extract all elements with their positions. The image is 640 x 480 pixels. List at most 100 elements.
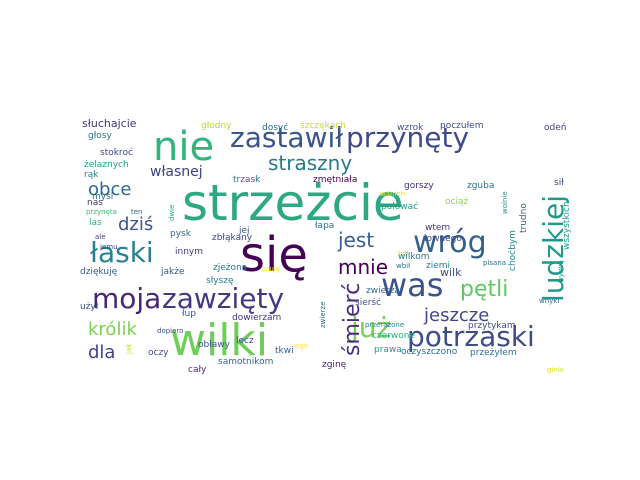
word-56: łownego [424, 234, 462, 244]
word-66: jakże [160, 267, 185, 277]
word-1: strzeżcie [182, 174, 404, 232]
word-33: głosy [88, 131, 112, 141]
word-47: nas [87, 198, 103, 208]
word-41: zguba [467, 181, 494, 191]
word-27: głodny [201, 121, 232, 131]
word-16: jest [337, 228, 374, 252]
word-11: już [350, 311, 391, 344]
word-79: dopiero [157, 327, 183, 335]
word-29: szczękach [300, 121, 346, 131]
word-28: dosyć [262, 122, 288, 133]
word-63: zbłąkany [212, 233, 253, 243]
word-9: potrzaski [407, 320, 535, 353]
word-35: żelaznych [84, 160, 129, 170]
word-3: wilki [170, 315, 268, 366]
word-77: użył [80, 302, 99, 312]
word-59: wyrwę [557, 260, 565, 283]
word-37: myśl [92, 191, 113, 202]
word-73: wilkom [398, 252, 430, 262]
word-32: odeń [544, 123, 566, 133]
word-65: dziękuję [80, 267, 118, 277]
word-50: dwie [168, 205, 176, 221]
word-38: trzask [233, 175, 261, 185]
word-85: wnyki [539, 297, 559, 305]
word-89: zwierze [319, 301, 327, 328]
word-75: pisana [483, 259, 506, 267]
word-49: ten [131, 208, 143, 216]
word-98: tkwi [275, 346, 294, 356]
word-96: obławy [198, 340, 231, 350]
word-36: rąk [84, 170, 99, 180]
word-48: przynęta [86, 208, 117, 216]
word-80: dowierzam [232, 313, 281, 323]
word-78: łup [182, 309, 196, 319]
word-4: nie [153, 124, 214, 170]
word-97: lecz [236, 336, 254, 346]
word-90: jego [292, 342, 308, 350]
word-10: zawzięty [162, 282, 284, 315]
word-71: wbił [396, 262, 410, 270]
word-86: oczy [148, 348, 169, 358]
word-18: pętli [460, 277, 508, 302]
word-55: wtem [425, 223, 450, 233]
word-53: jemu [99, 243, 118, 251]
word-60: wolnie [501, 191, 509, 214]
word-92: oczyszczono [401, 347, 458, 357]
word-94: ginie [547, 366, 564, 374]
word-52: ale [95, 233, 106, 241]
word-26: słuchajcie [82, 117, 137, 130]
word-7: wróg [413, 225, 487, 260]
word-51: las [89, 218, 102, 228]
word-45: polować [381, 201, 418, 212]
word-43: wanien [380, 190, 405, 198]
word-67: zjeżona [213, 263, 247, 273]
word-2: się [240, 227, 308, 283]
word-58: wszystkich [562, 201, 572, 250]
word-72: ziemi [426, 261, 450, 271]
word-24: królik [88, 319, 137, 340]
word-42: sił [554, 178, 564, 188]
word-74: wilk [440, 266, 462, 279]
word-22: obce [88, 179, 131, 200]
word-30: wzrok [397, 123, 424, 133]
word-93: przeżyłem [470, 348, 517, 358]
word-68: słyszę [206, 276, 234, 286]
word-76: zwierza [366, 286, 400, 296]
word-57: choćbym [507, 230, 518, 271]
word-20: jeszcze [423, 305, 489, 326]
word-84: przerażone [365, 321, 404, 329]
word-19: śmierć [340, 283, 365, 356]
word-44: ociąż [445, 197, 468, 207]
word-70: ból [398, 250, 409, 258]
word-17: mnie [338, 255, 388, 279]
word-87: cały [188, 365, 207, 375]
word-31: poczułem [440, 121, 483, 131]
word-13: łaski [90, 236, 154, 269]
word-88: samotnikom [218, 357, 273, 367]
word-61: pysk [170, 229, 192, 239]
word-40: gorszy [404, 181, 434, 191]
word-83: czerwone [372, 331, 415, 341]
word-91: prawa [374, 345, 402, 355]
word-99: jak [125, 343, 133, 355]
word-5: zastawił [230, 121, 343, 154]
word-34: stokroć [100, 147, 133, 158]
word-95: zginę [322, 360, 347, 370]
word-64: łapa [315, 221, 334, 231]
word-6: przynęty [346, 121, 469, 154]
word-25: dla [88, 342, 115, 363]
word-21: dziś [118, 214, 153, 235]
word-14: was [381, 266, 443, 304]
word-46: trudno [519, 203, 529, 233]
word-12: moja [92, 282, 161, 315]
word-39: zmętniała [313, 175, 357, 185]
word-23: własnej [150, 164, 203, 180]
word-8: ludzkiej [537, 195, 570, 302]
word-82: sierść [355, 297, 381, 308]
word-69: szuję [262, 265, 280, 273]
word-15: straszny [268, 151, 352, 175]
word-81: przytykam [468, 321, 516, 331]
word-62: innym [175, 247, 203, 257]
word-54: jej [238, 226, 250, 236]
